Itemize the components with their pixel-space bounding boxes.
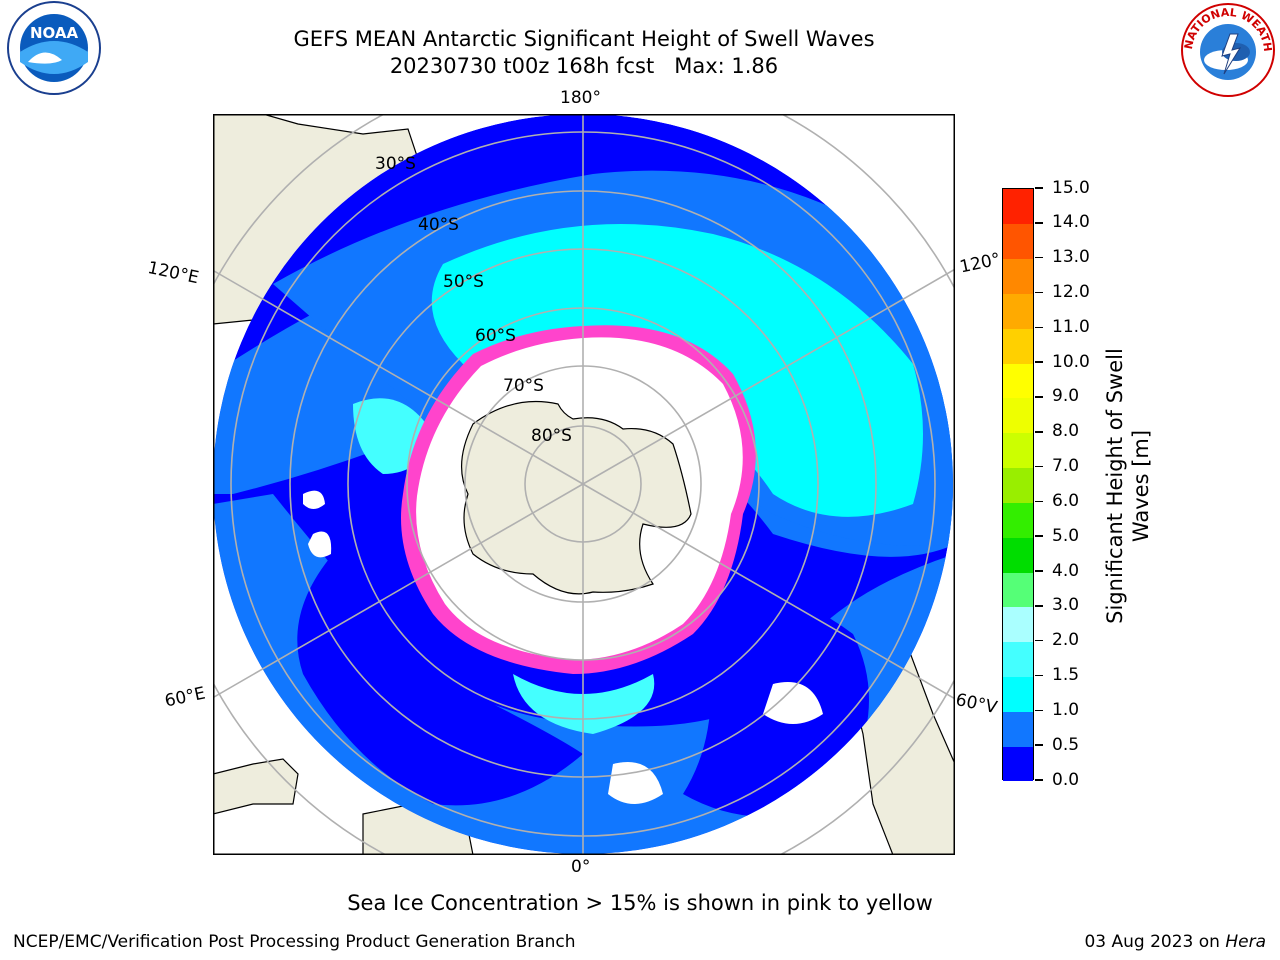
colorbar-tick xyxy=(1035,326,1043,329)
colorbar-tick xyxy=(1035,361,1043,363)
graticule-grid xyxy=(213,114,955,855)
colorbar-segment xyxy=(1003,746,1033,782)
colorbar-tick-label: 15.0 xyxy=(1052,177,1090,198)
national-weather-service-logo: NATIONAL WEATHER SERVICE xyxy=(1174,0,1278,100)
colorbar-tick-label: 1.5 xyxy=(1052,665,1080,686)
colorbar-tick-label: 6.0 xyxy=(1052,490,1080,511)
colorbar-segment xyxy=(1003,223,1033,260)
colorbar-tick-label: 9.0 xyxy=(1052,386,1080,407)
colorbar-segment xyxy=(1003,711,1033,747)
colorbar-tick xyxy=(1035,222,1043,224)
latitude-label: 70°S xyxy=(503,376,544,396)
colorbar-tick xyxy=(1035,744,1043,746)
colorbar-tick-label: 12.0 xyxy=(1052,281,1090,302)
colorbar-tick xyxy=(1035,256,1043,259)
colorbar-segment xyxy=(1003,537,1033,573)
sea-ice-note: Sea Ice Concentration > 15% is shown in … xyxy=(347,891,933,915)
colorbar-title: Significant Height of Swell Waves [m] xyxy=(1103,348,1153,624)
colorbar xyxy=(1002,188,1034,782)
colorbar-segment xyxy=(1003,502,1033,538)
colorbar-tick xyxy=(1035,570,1043,572)
polar-map: 30°S 40°S 50°S 60°S 70°S 80°S xyxy=(213,114,955,855)
latitude-label: 40°S xyxy=(418,215,459,235)
colorbar-tick-label: 4.0 xyxy=(1052,560,1080,581)
longitude-label-120w: 120° xyxy=(958,249,1003,278)
colorbar-tick xyxy=(1035,709,1043,712)
colorbar-tick-label: 13.0 xyxy=(1052,247,1090,268)
meridian-line xyxy=(213,483,584,699)
longitude-label-120e: 120°E xyxy=(145,258,201,289)
colorbar-segment xyxy=(1003,467,1033,503)
colorbar-segment xyxy=(1003,189,1033,225)
colorbar-tick-label: 7.0 xyxy=(1052,456,1080,477)
latitude-label: 60°S xyxy=(475,326,516,346)
colorbar-tick xyxy=(1035,639,1043,642)
colorbar-tick xyxy=(1035,605,1043,607)
machine-name: Hera xyxy=(1225,932,1266,952)
noaa-logo-text: NOAA xyxy=(30,24,79,42)
colorbar-tick-label: 1.0 xyxy=(1052,699,1080,720)
colorbar-tick-label: 10.0 xyxy=(1052,351,1090,372)
latitude-label: 50°S xyxy=(443,272,484,292)
chart-subtitle: 20230730 t00z 168h fcst Max: 1.86 xyxy=(389,54,779,78)
colorbar-segment xyxy=(1003,606,1033,643)
colorbar-tick xyxy=(1035,431,1043,433)
colorbar-tick-label: 11.0 xyxy=(1052,316,1090,337)
longitude-label-60w: 60°V xyxy=(953,690,999,719)
credit-text: NCEP/EMC/Verification Post Processing Pr… xyxy=(13,932,576,952)
colorbar-segment xyxy=(1003,328,1033,364)
colorbar-tick xyxy=(1035,187,1043,189)
colorbar-tick-label: 0.0 xyxy=(1052,769,1080,790)
colorbar-tick-label: 0.5 xyxy=(1052,734,1080,755)
colorbar-segment xyxy=(1003,363,1033,399)
chart-title: GEFS MEAN Antarctic Significant Height o… xyxy=(293,27,875,51)
meridian-line xyxy=(213,269,584,485)
colorbar-segment xyxy=(1003,293,1033,329)
colorbar-segment xyxy=(1003,572,1033,608)
colorbar-segment xyxy=(1003,397,1033,434)
colorbar-tick-label: 3.0 xyxy=(1052,595,1080,616)
antarctica-land xyxy=(460,400,692,595)
colorbar-tick-label: 5.0 xyxy=(1052,525,1080,546)
latitude-label: 80°S xyxy=(531,426,572,446)
colorbar-tick xyxy=(1035,396,1043,398)
colorbar-segment xyxy=(1003,641,1033,678)
colorbar-segment xyxy=(1003,258,1033,294)
colorbar-tick xyxy=(1035,465,1043,468)
colorbar-tick-label: 8.0 xyxy=(1052,421,1080,442)
noaa-logo: NOAA xyxy=(4,0,104,100)
run-date-text: 03 Aug 2023 on xyxy=(1084,932,1220,952)
polar-map-canvas: 30°S 40°S 50°S 60°S 70°S 80°S xyxy=(213,114,955,855)
longitude-label-180: 180° xyxy=(560,88,601,108)
longitude-label-0: 0° xyxy=(571,857,591,877)
colorbar-segment xyxy=(1003,676,1033,712)
run-date: 03 Aug 2023 on Hera xyxy=(1084,932,1266,952)
colorbar-segment xyxy=(1003,432,1033,469)
colorbar-tick xyxy=(1035,500,1043,503)
colorbar-tick-label: 14.0 xyxy=(1052,212,1090,233)
colorbar-tick xyxy=(1035,291,1043,294)
colorbar-tick xyxy=(1035,535,1043,537)
map-border xyxy=(213,114,955,855)
colorbar-tick-label: 2.0 xyxy=(1052,630,1080,651)
longitude-label-60e: 60°E xyxy=(163,683,208,712)
colorbar-tick xyxy=(1035,779,1043,781)
meridian-line xyxy=(582,483,955,700)
meridian-line xyxy=(582,268,955,485)
colorbar-tick xyxy=(1035,674,1043,677)
latitude-label: 30°S xyxy=(375,154,416,174)
